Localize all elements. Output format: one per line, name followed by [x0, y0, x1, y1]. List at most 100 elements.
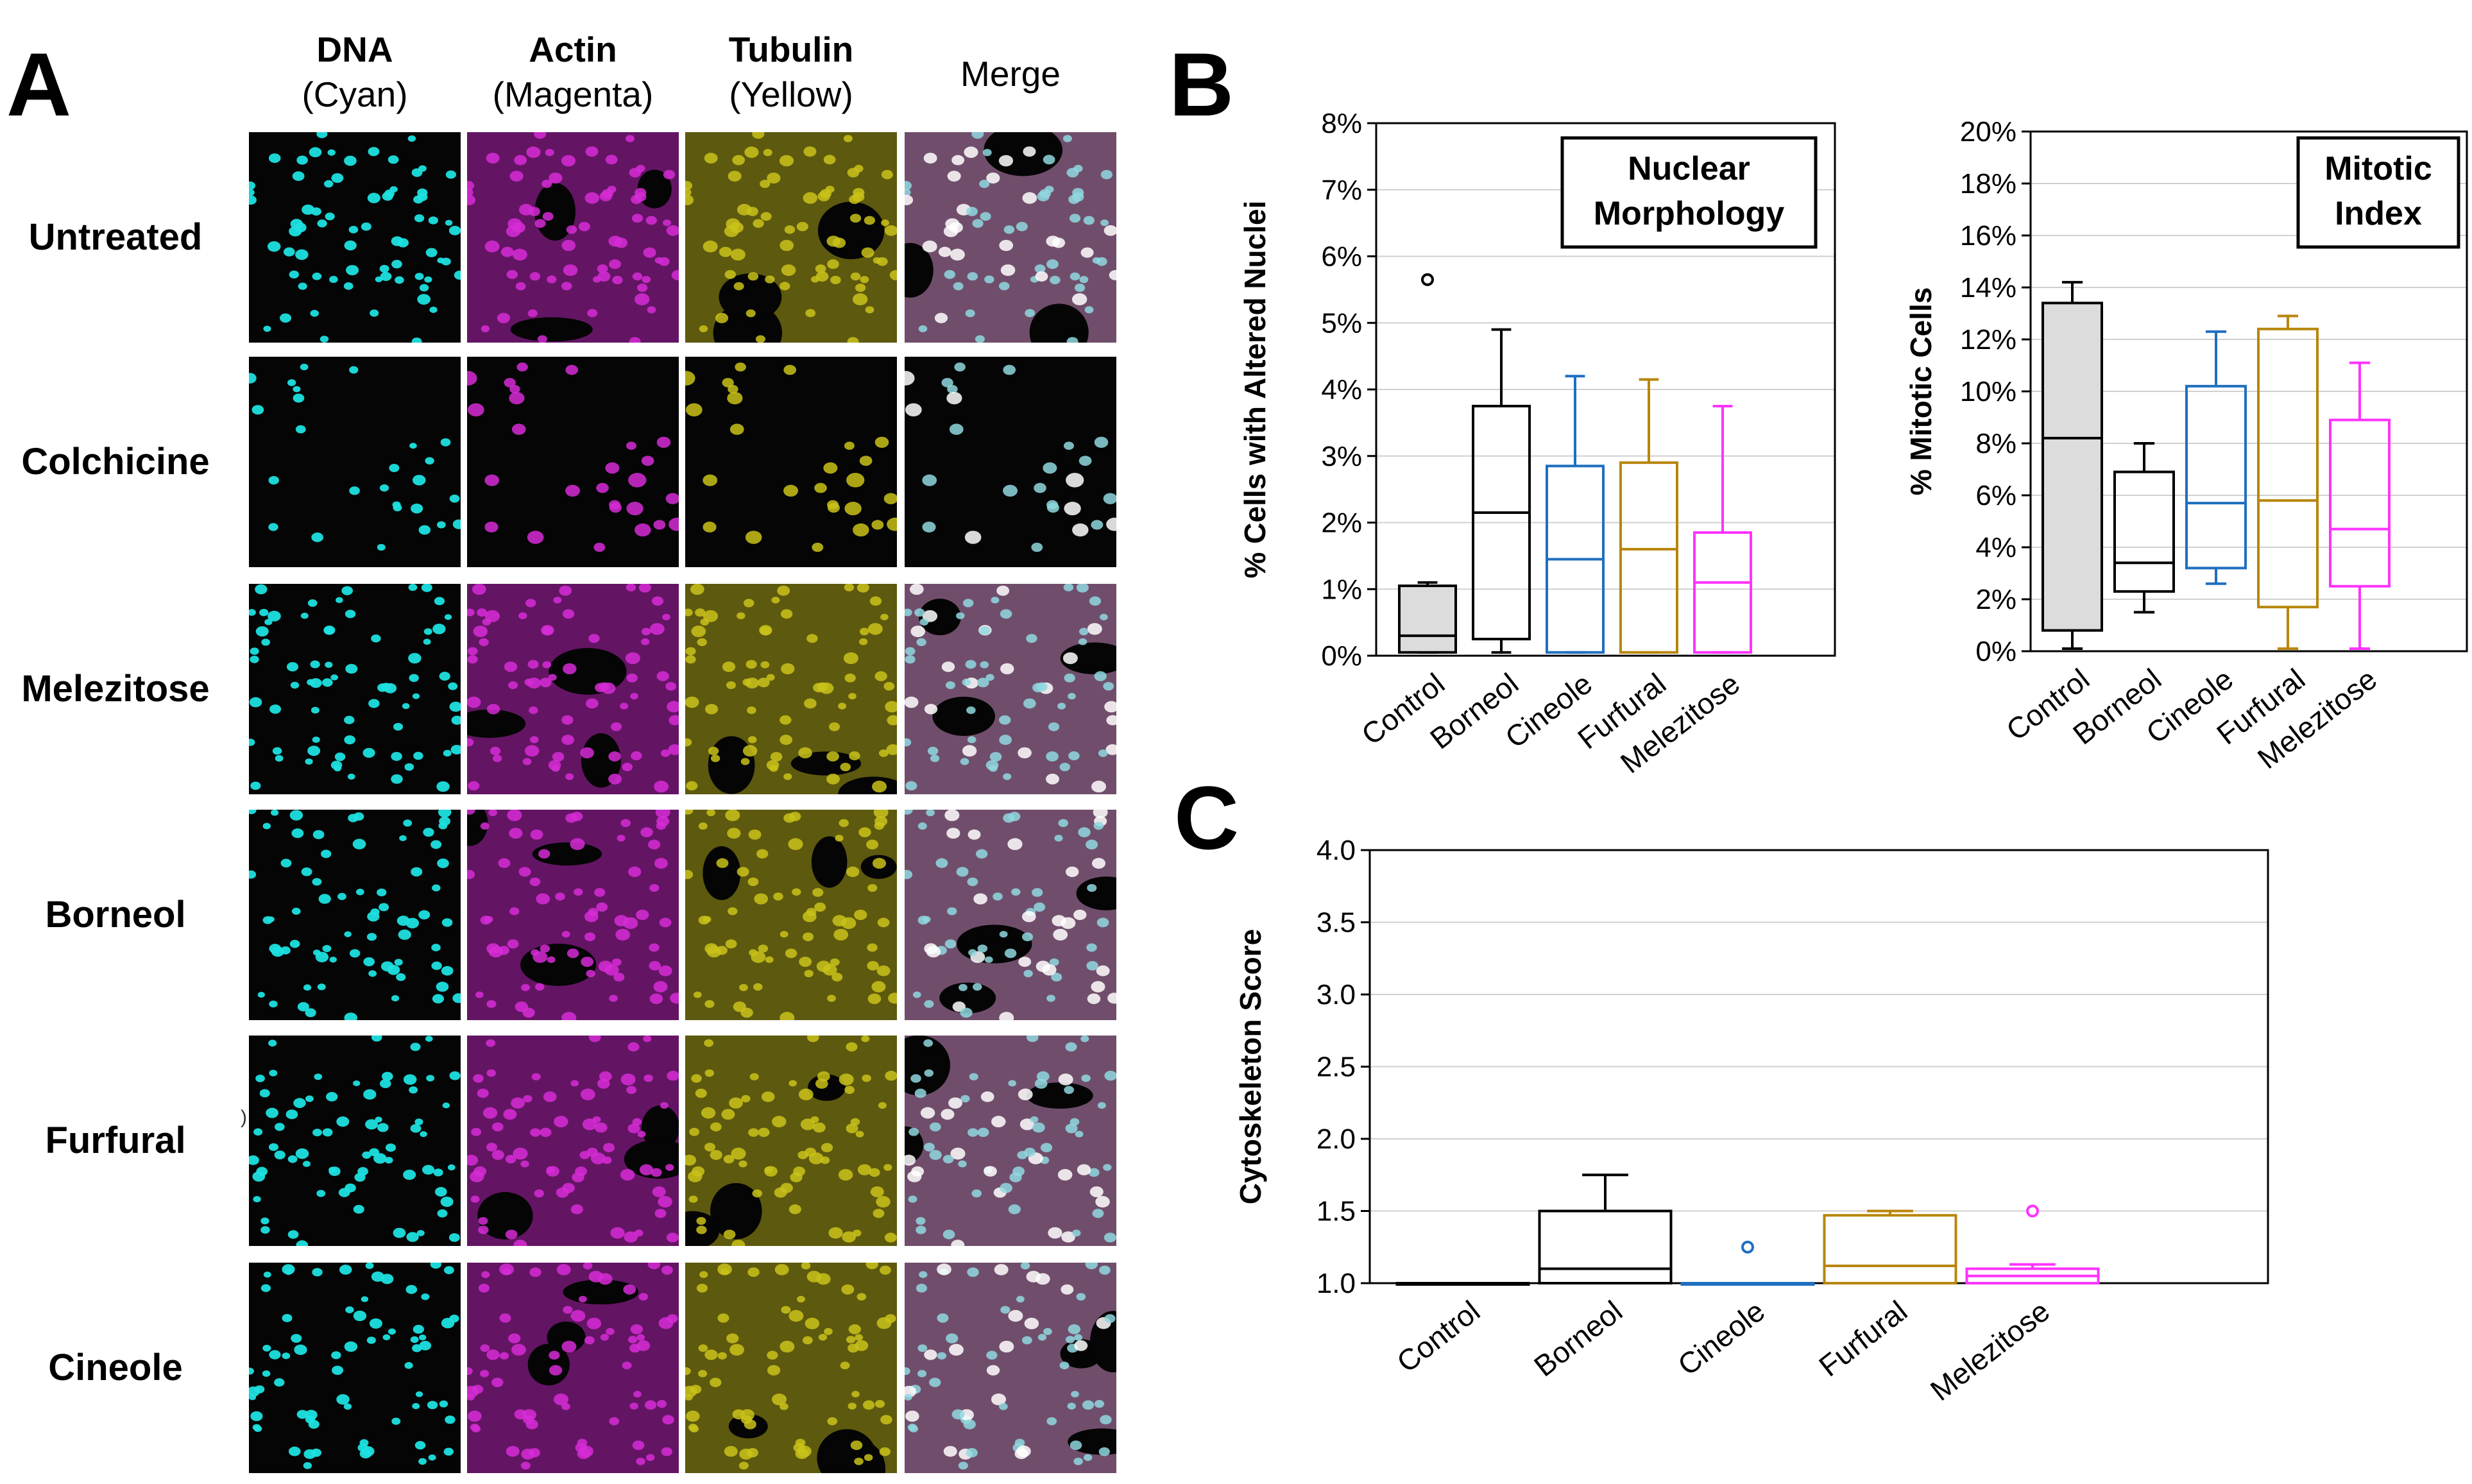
cell-mark: [522, 758, 532, 765]
cell-mark: [613, 973, 625, 982]
cell-mark: [637, 1130, 646, 1138]
cell-mark: [373, 1153, 387, 1164]
cell-mark: [737, 612, 746, 620]
row-label: Colchicine: [21, 441, 210, 482]
cell-mark: [546, 1166, 559, 1177]
cell-mark: [354, 812, 364, 821]
cell-mark: [999, 715, 1011, 725]
cell-mark: [307, 746, 321, 756]
column-title: Merge: [960, 54, 1061, 94]
cell-mark: [615, 237, 628, 248]
cell-mark: [322, 944, 332, 952]
cell-mark: [300, 612, 309, 619]
cell-mark: [626, 502, 644, 516]
cell-mark: [742, 678, 752, 687]
cell-mark: [580, 1088, 595, 1100]
cell-mark: [467, 403, 484, 417]
cell-mark: [830, 958, 840, 966]
cell-mark: [447, 1164, 456, 1171]
cell-mark: [753, 983, 763, 991]
cell-mark: [965, 309, 975, 318]
cell-mark: [609, 994, 618, 1002]
cell-mark: [336, 1116, 350, 1127]
cell-mark: [989, 765, 998, 772]
cell-mark: [844, 584, 855, 592]
cell-mark: [249, 189, 255, 196]
cell-mark: [561, 1403, 570, 1410]
cell-mark: [264, 618, 273, 626]
cell-mark: [812, 542, 824, 552]
cell-mark: [578, 1295, 587, 1303]
cell-mark: [509, 828, 523, 839]
cell-mark: [329, 957, 337, 963]
y-tick-label: 6%: [1321, 241, 1362, 273]
cell-mark: [488, 810, 497, 817]
cell-mark: [1066, 866, 1079, 877]
cell-mark: [788, 1204, 801, 1215]
cell-mark: [437, 1209, 448, 1218]
cell-mark: [884, 225, 897, 236]
cell-mark: [867, 623, 883, 635]
cell-mark: [951, 1240, 965, 1246]
cell-mark: [602, 1143, 615, 1152]
y-tick-label: 2.5: [1317, 1052, 1356, 1083]
cell-mark: [541, 626, 553, 635]
cell-mark: [704, 1039, 714, 1047]
cell-mark: [1078, 456, 1092, 466]
cell-mark: [325, 212, 335, 221]
cell-mark: [1034, 902, 1046, 912]
cell-mark: [1087, 883, 1097, 892]
cell-mark: [689, 1425, 699, 1433]
cell-mark: [436, 521, 446, 529]
cell-mark: [699, 325, 708, 332]
cell-mark: [958, 1160, 967, 1168]
cell-mark: [379, 484, 389, 492]
cell-mark: [780, 239, 794, 252]
cell-mark: [846, 866, 860, 877]
cell-mark: [1073, 1457, 1083, 1465]
cell-mark: [959, 984, 967, 991]
cell-mark: [572, 1172, 584, 1182]
cell-mark: [403, 819, 413, 827]
cell-mark: [689, 1127, 700, 1136]
cell-mark: [559, 585, 572, 596]
cell-mark: [353, 1204, 364, 1214]
cell-mark: [480, 1370, 490, 1377]
cell-mark: [980, 212, 991, 221]
y-tick-label: 3%: [1321, 441, 1362, 472]
cell-mark: [1046, 502, 1060, 513]
box-furfural: [1619, 461, 1678, 654]
y-tick-label: 4%: [1975, 532, 2016, 563]
cell-mark: [398, 929, 411, 940]
cell-mark: [414, 1441, 426, 1450]
cell-mark: [738, 1160, 747, 1168]
cell-mark: [949, 423, 964, 435]
cell-mark: [413, 195, 423, 204]
cell-mark: [996, 585, 1010, 596]
cell-mark: [844, 502, 862, 516]
cell-mark: [477, 1088, 489, 1098]
cell-mark: [967, 877, 978, 887]
cell-mark: [1058, 819, 1068, 828]
cell-mark: [605, 462, 620, 474]
cell-mark: [743, 599, 754, 608]
cell-mark: [409, 443, 417, 449]
cell-mark: [1080, 1036, 1089, 1043]
cell-mark: [670, 993, 679, 1004]
cell-mark: [425, 1036, 433, 1042]
cell-mark: [1048, 1227, 1062, 1239]
cell-mark: [636, 1457, 645, 1465]
cell-mark: [312, 830, 325, 839]
cell-mark: [643, 247, 656, 258]
cell-mark: [885, 1070, 897, 1081]
row-label: Untreated: [28, 216, 203, 258]
cell-mark: [950, 1147, 966, 1160]
cell-mark: [991, 1393, 1007, 1406]
cell-mark: [292, 171, 305, 182]
cell-mark: [748, 829, 762, 840]
cell-mark: [249, 738, 255, 746]
cell-mark: [954, 362, 966, 372]
cell-mark: [611, 722, 622, 731]
cell-mark: [704, 1000, 715, 1008]
cell-mark: [541, 180, 552, 189]
